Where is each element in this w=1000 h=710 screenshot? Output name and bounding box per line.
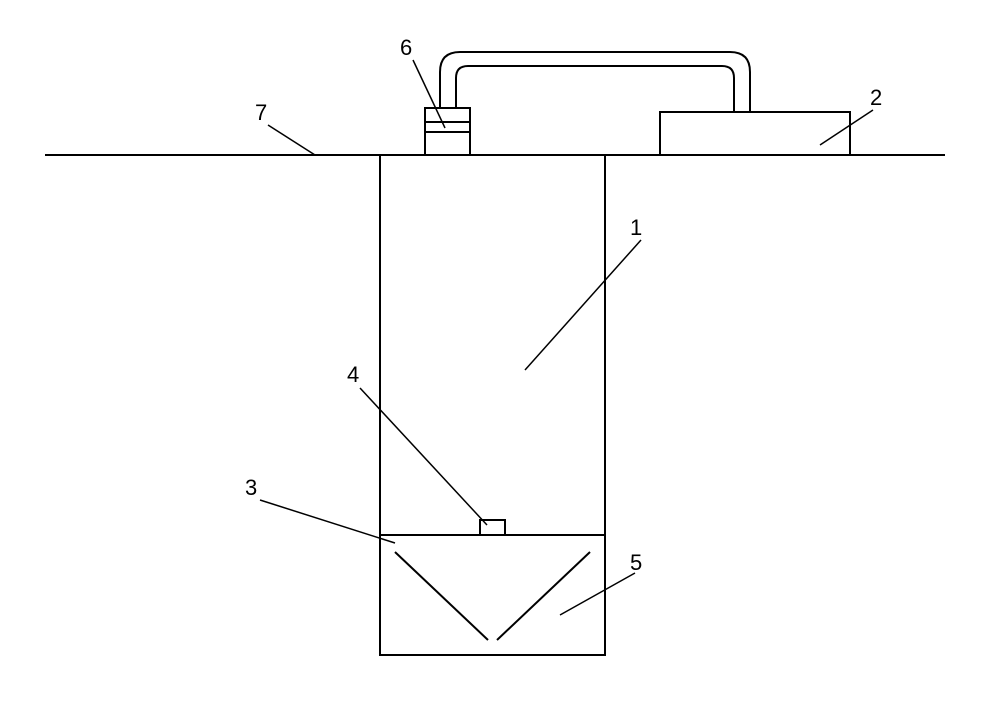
label-6: 6 bbox=[400, 35, 412, 61]
label-3: 3 bbox=[245, 475, 257, 501]
diagram-container: 1 2 3 4 5 6 7 bbox=[0, 0, 1000, 710]
label-4: 4 bbox=[347, 362, 359, 388]
schematic-svg bbox=[0, 0, 1000, 710]
label-5: 5 bbox=[630, 550, 642, 576]
leader-5 bbox=[560, 573, 635, 615]
main-shaft bbox=[380, 155, 605, 655]
pipe-inner bbox=[456, 66, 734, 112]
pipe-outer bbox=[440, 52, 750, 112]
label-7: 7 bbox=[255, 100, 267, 126]
label-1: 1 bbox=[630, 215, 642, 241]
leader-2 bbox=[820, 110, 873, 145]
leader-1 bbox=[525, 240, 641, 370]
v-right bbox=[497, 552, 590, 640]
leader-7 bbox=[268, 125, 315, 155]
label-2: 2 bbox=[870, 85, 882, 111]
v-left bbox=[395, 552, 488, 640]
leader-3 bbox=[260, 500, 395, 543]
right-box bbox=[660, 112, 850, 155]
